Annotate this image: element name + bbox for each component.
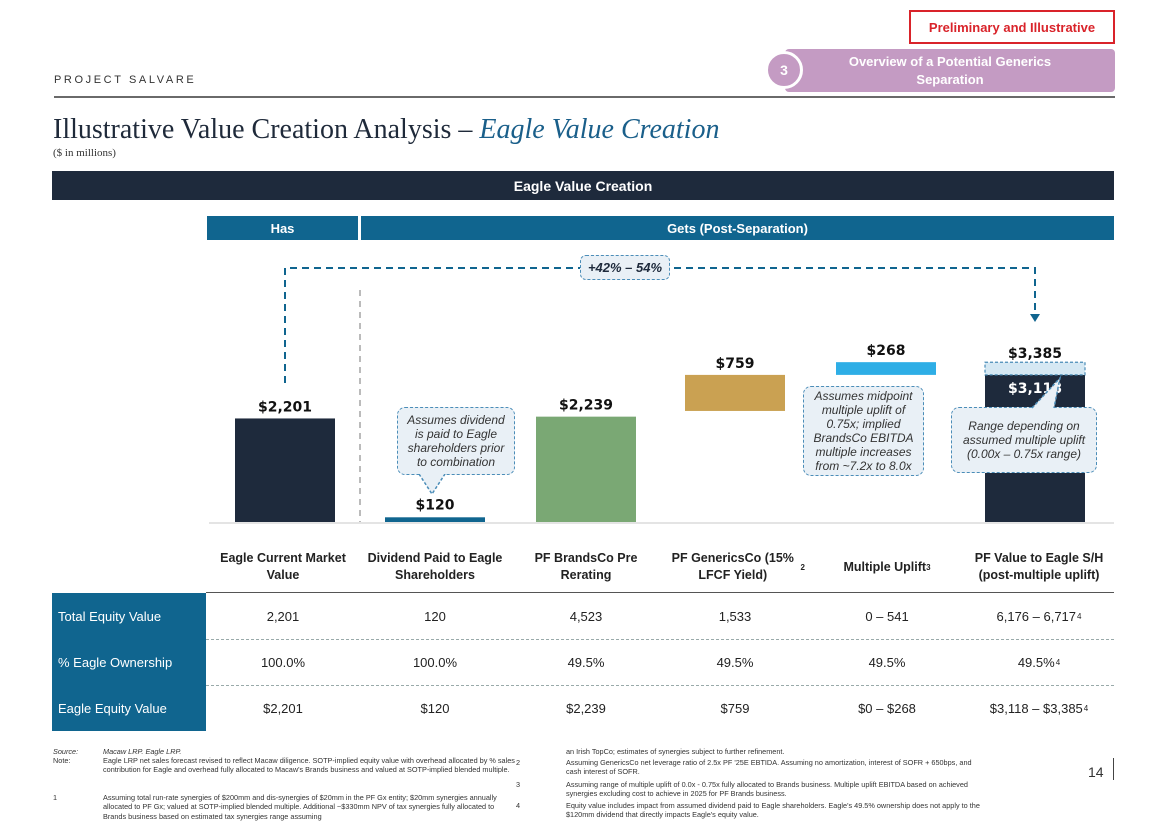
table-cell: 0 – 541 xyxy=(865,608,909,624)
footnote-1-label: 1 xyxy=(53,793,58,802)
table-cell: 49.5% xyxy=(716,654,754,670)
table-cell: $2,239 xyxy=(566,700,606,716)
label-brandsco: $2,239 xyxy=(559,398,613,414)
bar-multiple-uplift xyxy=(836,362,936,375)
has-header: Has xyxy=(207,216,358,240)
title-italic: Eagle Value Creation xyxy=(479,114,720,145)
uplift-connector xyxy=(284,267,1040,383)
table-cell: 4,523 xyxy=(569,608,603,624)
table-cell: $2,201 xyxy=(263,700,303,716)
table-cell: 100.0% xyxy=(412,654,458,670)
footnote-3-label: 3 xyxy=(516,780,521,789)
table-cell: 1,533 xyxy=(718,608,752,624)
table-cell: 49.5% 4 xyxy=(1017,654,1061,670)
footnote-ref: 4 xyxy=(1077,611,1082,621)
page-number-rule xyxy=(1113,758,1114,780)
uplift-connector-line xyxy=(284,267,1036,383)
gets-header: Gets (Post-Separation) xyxy=(361,216,1114,240)
multiple-callout: Assumes midpoint multiple uplift of 0.75… xyxy=(803,386,924,476)
header-divider xyxy=(54,96,1115,98)
bar-genericsco xyxy=(685,374,785,411)
eagle-equity-row-header: Eagle Equity Value xyxy=(52,685,206,731)
ownership-row-header: % Eagle Ownership xyxy=(52,639,206,685)
note-text: Eagle LRP net sales forecast revised to … xyxy=(103,756,515,775)
footnote-1-text: Assuming total run-rate synergies of $20… xyxy=(103,793,497,821)
table-cell: $759 xyxy=(720,700,750,716)
column-label: PF GenericsCo (15% LFCF Yield) 2 xyxy=(671,551,805,582)
label-eagle-current-value: $2,201 xyxy=(258,399,312,415)
source-label: Source: xyxy=(53,747,79,756)
column-label: PF Value to Eagle S/H (post-multiple upl… xyxy=(974,551,1104,582)
total-equity-row-header: Total Equity Value xyxy=(52,593,206,639)
section-title: Overview of a Potential Generics Separat… xyxy=(848,54,1052,87)
bar-dividend xyxy=(385,517,485,523)
page-title: Illustrative Value Creation Analysis – E… xyxy=(53,114,719,146)
table-cell: 120 xyxy=(424,608,446,624)
label-range-top: $3,385 xyxy=(1008,346,1062,362)
dividend-callout-pointer xyxy=(418,474,446,496)
preliminary-badge: Preliminary and Illustrative xyxy=(909,10,1115,44)
row-divider xyxy=(206,639,1114,640)
uplift-arrowhead xyxy=(1030,314,1040,322)
units-note: ($ in millions) xyxy=(53,147,116,159)
footnote-4-text: Equity value includes impact from assume… xyxy=(566,801,980,820)
footnote-2-text: Assuming GenericsCo net leverage ratio o… xyxy=(566,758,972,777)
footnote-ref: 4 xyxy=(1083,703,1089,713)
section-banner: Eagle Value Creation xyxy=(52,171,1114,200)
row-divider xyxy=(206,685,1114,686)
footnote-4-label: 4 xyxy=(516,801,521,810)
bar-brandsco xyxy=(536,416,636,523)
label-genericsco: $759 xyxy=(716,356,755,372)
table-cell: $3,118 – $3,385 4 xyxy=(989,700,1089,716)
table-top-rule xyxy=(206,592,1114,593)
label-multiple-uplift: $268 xyxy=(867,343,906,359)
column-label: Dividend Paid to Eagle Shareholders xyxy=(367,551,503,582)
section-number: 3 xyxy=(765,51,803,89)
footnote-3-text: Assuming range of multiple uplift of 0.0… xyxy=(566,780,968,799)
title-main: Illustrative Value Creation Analysis – xyxy=(53,114,480,145)
column-label: Multiple Uplift 3 xyxy=(843,559,931,574)
bar-eagle-current-value xyxy=(235,418,335,523)
footnote-ref: 2 xyxy=(800,562,805,572)
table-cell: 100.0% xyxy=(260,654,306,670)
section-tab xyxy=(785,49,1115,92)
dividend-callout: Assumes dividend is paid to Eagle shareh… xyxy=(397,407,515,475)
column-label: PF BrandsCo Pre Rerating xyxy=(534,551,638,582)
project-name: PROJECT SALVARE xyxy=(54,74,197,86)
footnote-1-text-cont: an Irish TopCo; estimates of synergies s… xyxy=(566,747,785,756)
table-cell: 49.5% xyxy=(868,654,906,670)
table-cell: 6,176 – 6,717 4 xyxy=(996,608,1082,624)
range-callout-pointer xyxy=(1031,376,1062,409)
table-cell: 49.5% xyxy=(567,654,605,670)
table-cell: $0 – $268 xyxy=(858,700,916,716)
source-text: Macaw LRP. Eagle LRP. xyxy=(103,747,182,756)
range-box xyxy=(984,361,1086,376)
footnote-2-label: 2 xyxy=(516,758,521,767)
footnote-ref: 4 xyxy=(1055,657,1061,667)
table-cell: 2,201 xyxy=(266,608,300,624)
waterfall-chart: $2,201$120$2,239$759$268 $3,385$3,118 xyxy=(209,267,1114,524)
footnote-ref: 3 xyxy=(926,562,931,572)
label-dividend: $120 xyxy=(416,497,455,513)
uplift-annotation: +42% – 54% xyxy=(580,255,670,280)
table-cell: $120 xyxy=(420,700,450,716)
column-label: Eagle Current Market Value xyxy=(220,551,346,582)
range-callout: Range depending on assumed multiple upli… xyxy=(951,407,1097,473)
note-label: Note: xyxy=(53,756,71,765)
page-number: 14 xyxy=(1088,764,1104,780)
